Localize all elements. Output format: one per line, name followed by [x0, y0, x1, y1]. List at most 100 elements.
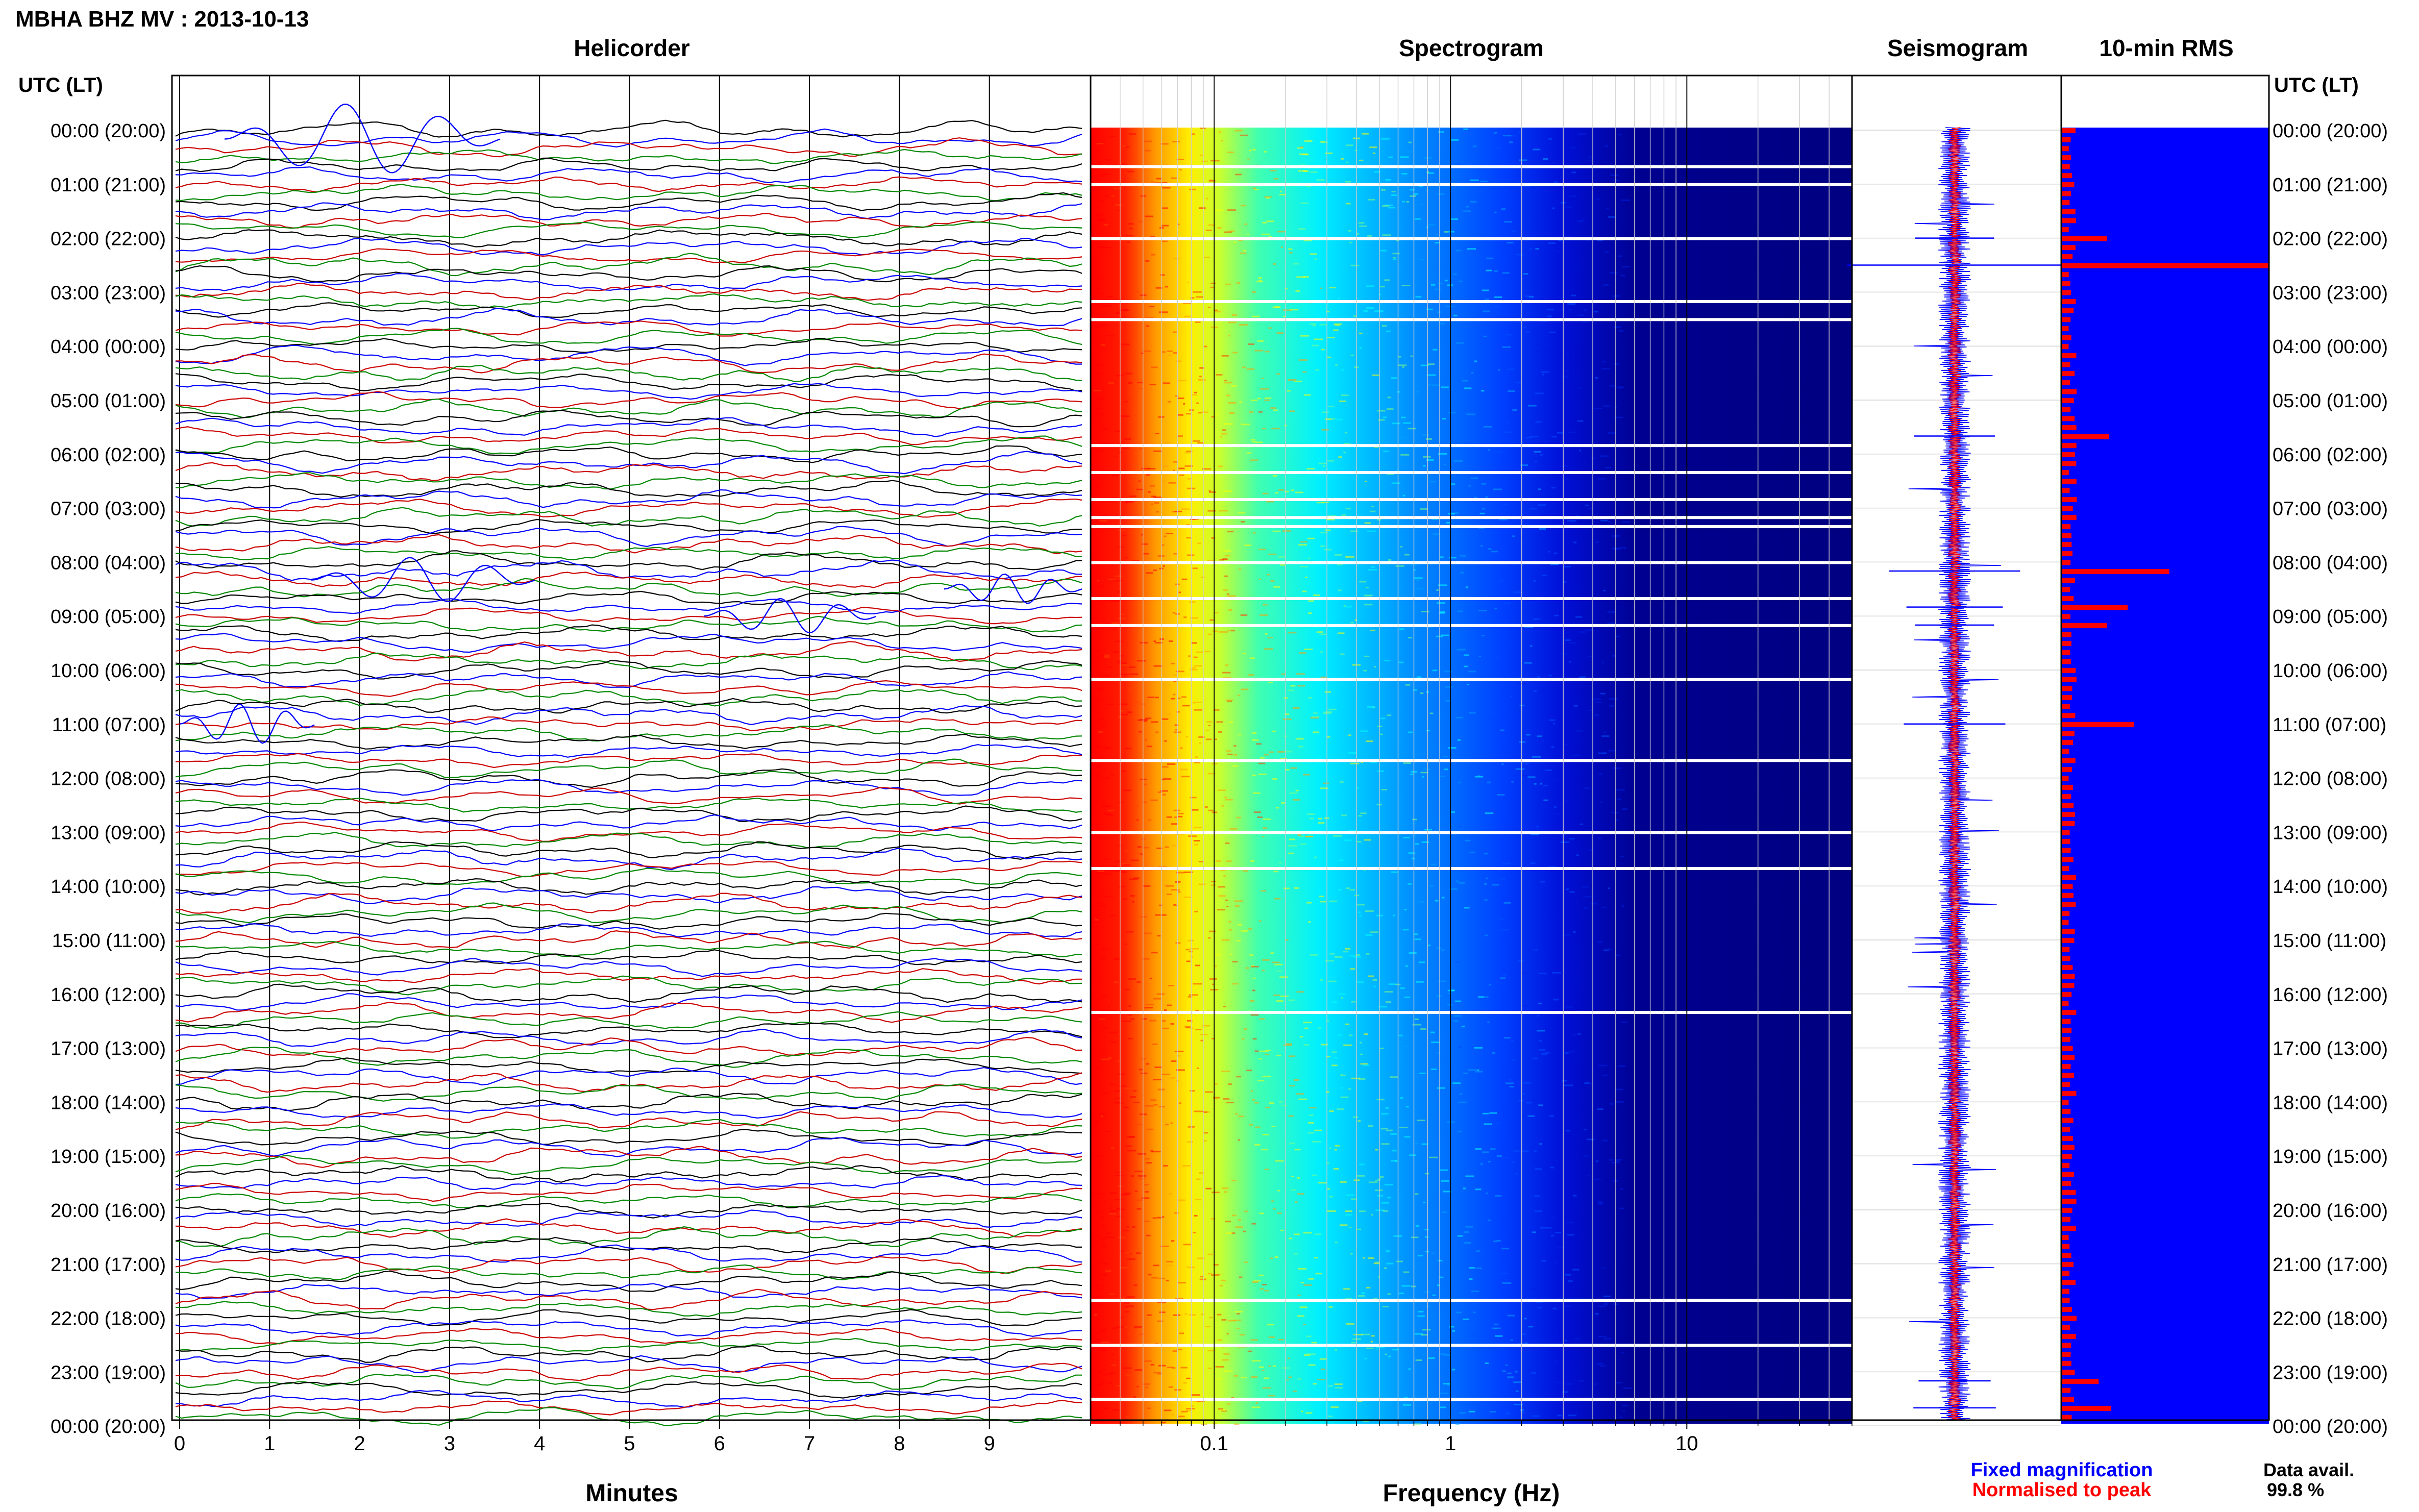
spectrogram-cell	[1125, 1416, 1130, 1418]
spectrogram-cell	[1093, 872, 1102, 874]
spectrogram-cell	[1321, 411, 1329, 413]
spectrogram-cell	[1526, 1102, 1532, 1104]
spectrogram-cell	[1110, 1041, 1117, 1043]
spectrogram-cell	[1385, 1107, 1389, 1109]
spectrogram-cell	[1450, 139, 1459, 141]
spectrogram-cell	[1153, 665, 1163, 667]
spectrogram-cell	[1306, 1335, 1312, 1337]
rms-bar	[2061, 803, 2074, 808]
spectrogram-cell	[1145, 260, 1149, 262]
spectrogram-cell	[1175, 942, 1181, 944]
spectrogram-cell	[1277, 1189, 1280, 1192]
spectrogram-cell	[1548, 138, 1552, 140]
spectrogram-cell	[1273, 409, 1278, 411]
spectrogram-cell	[1244, 1210, 1248, 1212]
spectrogram-cell	[1134, 1369, 1143, 1371]
spectrogram-cell	[1358, 1078, 1366, 1080]
spectrogram-cell	[1475, 1148, 1482, 1150]
spectrogram-cell	[1144, 1007, 1153, 1009]
spectrogram-cell	[1221, 558, 1228, 560]
spectrogram-cell	[1484, 899, 1488, 901]
spectrogram-cell	[1264, 196, 1272, 198]
spectrogram-cell	[1593, 311, 1598, 313]
spectrogram-cell	[1617, 799, 1621, 801]
spectrogram-cell	[1601, 661, 1605, 663]
spectrogram-cell	[1388, 983, 1397, 985]
spectrogram-cell	[1252, 1038, 1257, 1040]
rms-bar	[2061, 794, 2071, 799]
spectrogram-cell	[1537, 1030, 1545, 1032]
spectrogram-cell	[1533, 618, 1541, 620]
spectrogram-cell	[1536, 1301, 1543, 1303]
spectrogram-cell	[1395, 565, 1404, 567]
spectrogram-cell	[1597, 199, 1600, 201]
spectrogram-cell	[1093, 364, 1102, 366]
spectrogram-cell	[1368, 568, 1377, 571]
spectrogram-cell	[1180, 747, 1183, 749]
spectrogram-cell	[1288, 852, 1295, 854]
spectrogram-cell	[1095, 1236, 1100, 1238]
spectrogram-cell	[1353, 315, 1356, 317]
spectrogram-cell	[1449, 557, 1457, 559]
spectrogram-cell	[1387, 714, 1392, 716]
spectrogram-cell	[1157, 1320, 1164, 1322]
spectrogram-cell	[1351, 1342, 1356, 1344]
spectrogram-cell	[1544, 434, 1550, 436]
spectrogram-cell	[1288, 1115, 1294, 1117]
hour-label-left: 05:00 (01:00)	[51, 390, 166, 412]
spectrogram-cell	[1095, 412, 1100, 414]
spectrogram-cell	[1524, 1318, 1527, 1320]
spectrogram-cell	[1601, 906, 1607, 908]
spectrogram-cell	[1222, 429, 1226, 431]
spectrogram-cell	[1319, 633, 1326, 635]
spectrogram-cell	[1132, 901, 1134, 903]
spectrogram-cell	[1468, 1069, 1477, 1071]
spectrogram-cell	[1378, 419, 1385, 421]
spectrogram-cell	[1168, 985, 1174, 986]
spectrogram-cell	[1139, 1069, 1144, 1071]
spectrogram-cell	[1458, 882, 1465, 884]
spectrogram-cell	[1225, 283, 1231, 285]
spectrogram-cell	[1440, 611, 1445, 613]
spectrogram-cell	[1552, 917, 1557, 919]
helicorder-trace	[175, 1226, 1082, 1248]
rms-bar	[2061, 191, 2071, 196]
spectrogram-cell	[1163, 465, 1169, 467]
spectrogram-cell	[1187, 282, 1190, 283]
helicorder-trace	[175, 410, 1082, 428]
spectrogram-cell	[1137, 660, 1146, 662]
spectrogram-cell	[1463, 128, 1468, 130]
spectrogram-cell	[1412, 819, 1417, 821]
spectrogram-cell	[1156, 847, 1163, 849]
spectrogram-cell	[1327, 460, 1335, 462]
spectrogram-cell	[1416, 981, 1424, 983]
spectrogram-cell	[1236, 1327, 1240, 1329]
spectrogram-cell	[1131, 252, 1138, 254]
spectrogram-cell	[1601, 367, 1610, 369]
spectrogram-cell	[1318, 1182, 1327, 1184]
spectrogram-cell	[1123, 1106, 1129, 1108]
spectrogram-cell	[1121, 1194, 1129, 1196]
hour-label-right: 09:00 (05:00)	[2273, 606, 2388, 628]
spectrogram-cell	[1458, 610, 1463, 612]
spectrogram-cell	[1420, 508, 1428, 510]
spectrogram-cell	[1381, 1202, 1389, 1204]
spectrogram-cell	[1308, 600, 1314, 602]
spectrogram-cell	[1133, 570, 1136, 572]
spectrogram-cell	[1211, 1218, 1215, 1220]
spectrogram-cell	[1515, 1391, 1519, 1392]
spectrogram-cell	[1548, 242, 1556, 244]
spectrogram-cell	[1208, 180, 1216, 182]
spectrogram-cell	[1375, 1209, 1385, 1211]
spectrogram-cell	[1309, 817, 1314, 820]
spectrogram-cell	[1277, 1212, 1282, 1214]
spectrogram-cell	[1173, 674, 1178, 676]
spectrogram-cell	[1193, 291, 1202, 293]
spectrogram-cell	[1620, 1188, 1623, 1190]
spectrogram-cell	[1298, 228, 1306, 230]
spectrogram-cell	[1127, 310, 1132, 312]
spectrogram-cell	[1338, 889, 1342, 891]
spectrogram-cell	[1096, 414, 1104, 415]
spectrogram-cell	[1101, 747, 1110, 749]
spectrogram-cell	[1128, 392, 1135, 394]
